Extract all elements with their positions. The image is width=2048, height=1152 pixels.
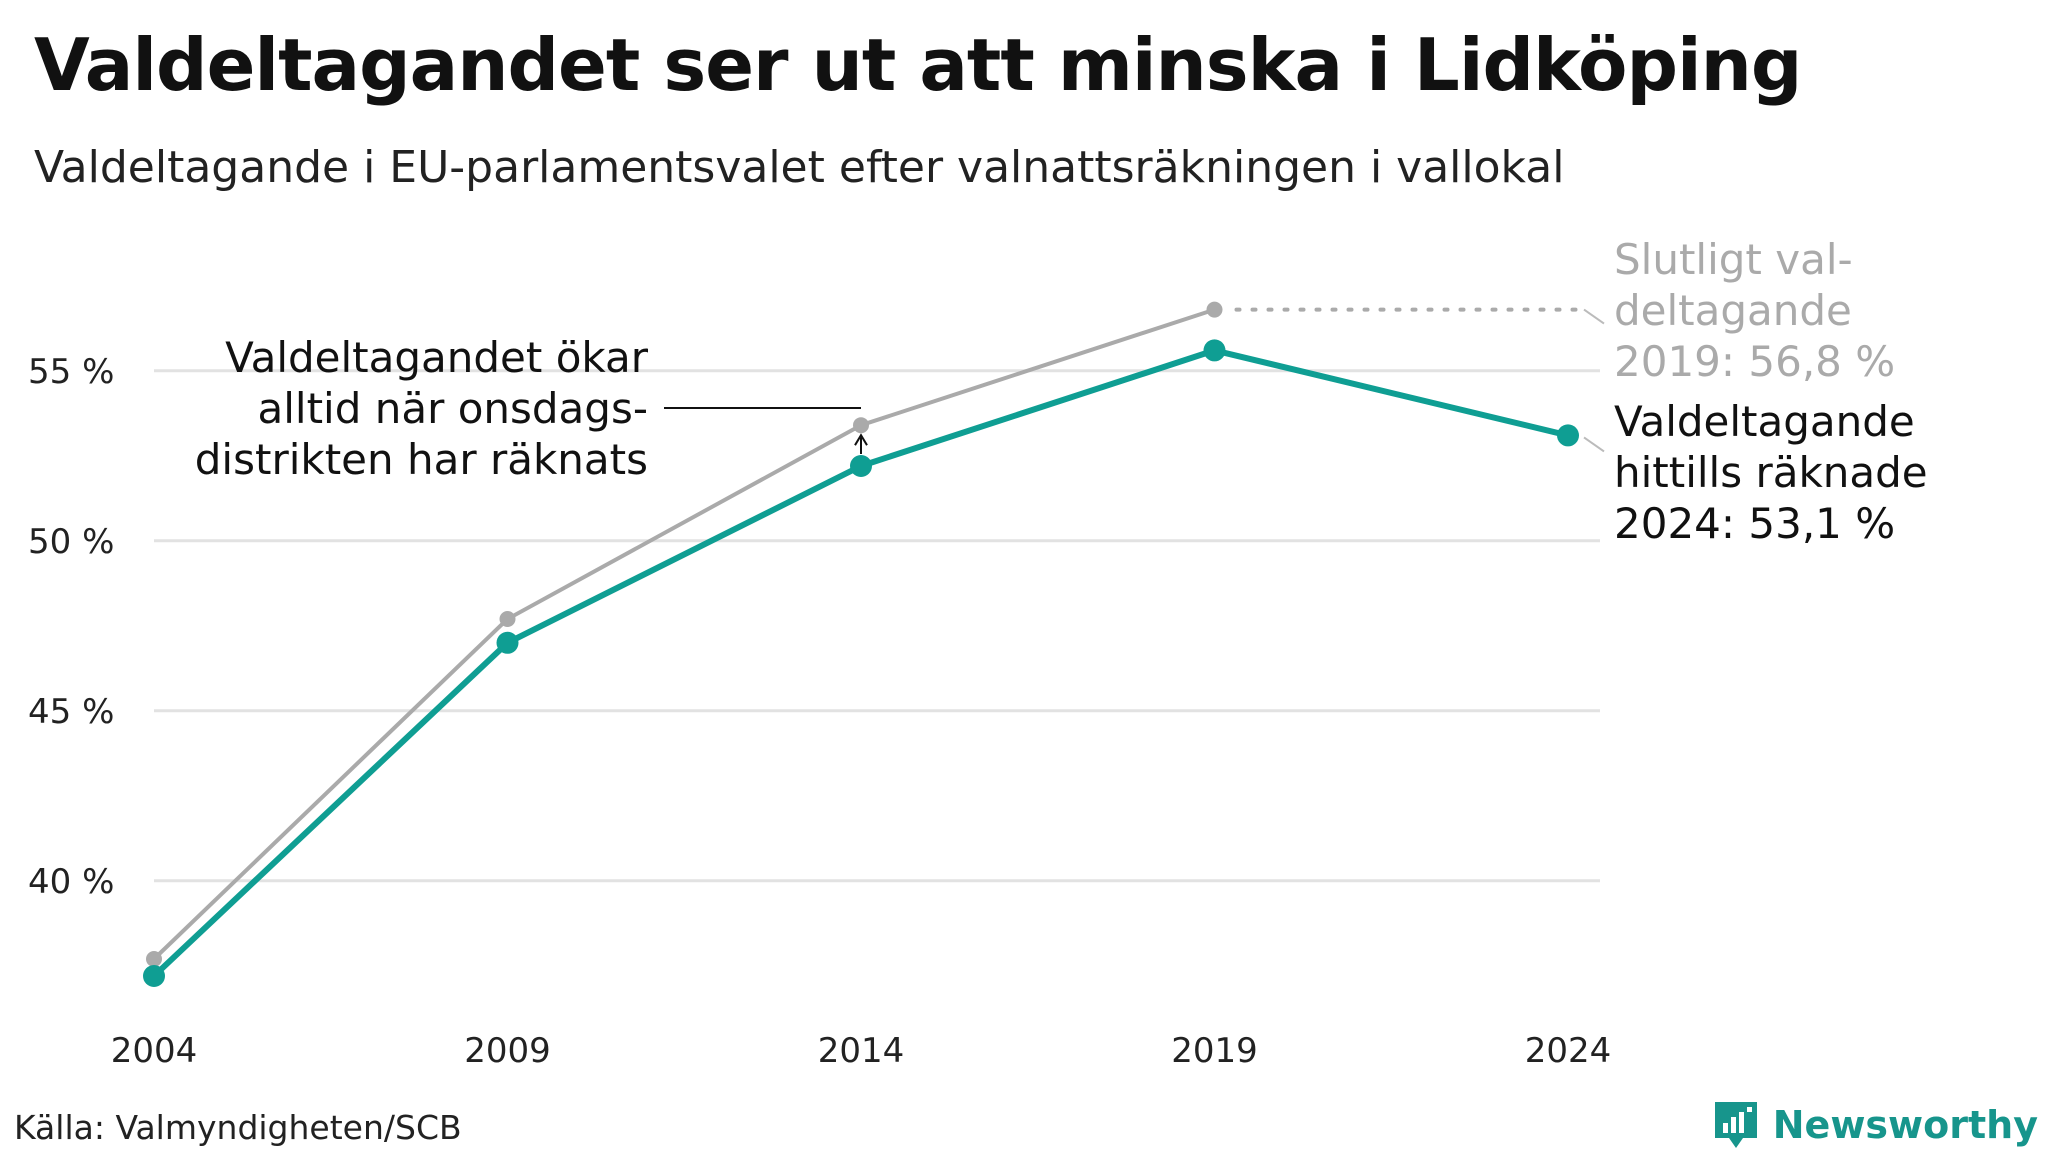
note-2014-arrow-head [854, 433, 868, 446]
data-point-counted [1203, 339, 1226, 362]
note-2014-line: Valdeltagandet ökar [225, 333, 649, 382]
source-note: Källa: Valmyndigheten/SCB [14, 1108, 462, 1147]
brand-name: Newsworthy [1772, 1103, 2038, 1147]
final-label-line: 2019: 56,8 % [1614, 337, 1895, 386]
newsworthy-logo-icon [1714, 1102, 1757, 1148]
chart-title: Valdeltagandet ser ut att minska i Lidkö… [34, 23, 1802, 107]
gridlines [154, 369, 1600, 883]
final-label-line: deltagande [1614, 286, 1852, 335]
counted-label-line: 2024: 53,1 % [1614, 499, 1895, 548]
x-tick-label: 2014 [818, 1031, 905, 1071]
counted-label-line: Valdeltagande [1614, 397, 1915, 446]
data-point-final [1206, 301, 1223, 318]
data-point-counted [143, 965, 165, 987]
note-2014-line: distrikten har räknats [195, 435, 648, 484]
y-tick-label: 50 % [28, 522, 114, 562]
y-axis: 40 % 45 % 50 % 55 % [28, 352, 114, 902]
data-point-counted [850, 455, 872, 477]
series-layer [143, 301, 1579, 987]
data-point-final [853, 417, 869, 434]
data-point-counted [496, 631, 519, 654]
x-tick-label: 2019 [1171, 1031, 1258, 1071]
final-label-line: Slutligt val- [1614, 235, 1853, 284]
brand-logo[interactable]: Newsworthy [1711, 1098, 2038, 1152]
data-point-counted [1557, 424, 1579, 447]
note-2014-line: alltid när onsdags- [258, 384, 649, 433]
chart-subtitle: Valdeltagande i EU-parlamentsvalet efter… [34, 142, 1565, 193]
data-point-final [499, 611, 516, 627]
x-tick-label: 2009 [464, 1031, 551, 1071]
y-tick-label: 55 % [28, 352, 114, 392]
final-connector [1583, 308, 1605, 325]
x-axis: 2004 2009 2014 2019 2024 [111, 1031, 1612, 1071]
y-tick-label: 45 % [28, 692, 114, 732]
x-tick-label: 2004 [111, 1031, 198, 1071]
data-point-final [146, 951, 162, 967]
counted-label-line: hittills räknade [1614, 448, 1928, 497]
y-tick-label: 40 % [28, 862, 114, 902]
series-line-final [152, 307, 1217, 961]
x-tick-label: 2024 [1525, 1031, 1612, 1071]
counted-connector [1583, 436, 1605, 453]
